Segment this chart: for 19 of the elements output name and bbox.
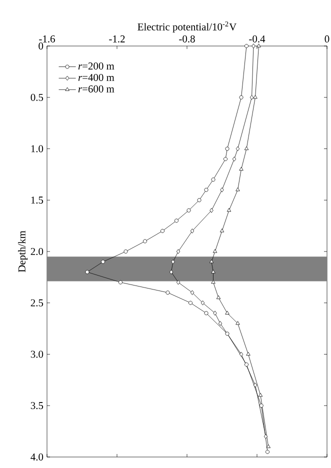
legend-label: r=200 m bbox=[78, 62, 114, 70]
x-tick-label: -0.8 bbox=[179, 35, 195, 42]
x-tick-label: 0 bbox=[324, 35, 330, 42]
y-tick-label: 1.5 bbox=[31, 196, 44, 204]
x-axis-title: Electric potential/10$^{-2}$V bbox=[138, 21, 237, 33]
y-tick-label: 2.0 bbox=[30, 248, 44, 256]
y-axis-title: Depth/km bbox=[18, 230, 28, 272]
x-tick-label: -0.4 bbox=[249, 35, 266, 42]
x-tick-label: -1.6 bbox=[39, 35, 55, 42]
y-tick-label: 0 bbox=[38, 42, 44, 50]
legend-label: r=600 m bbox=[78, 85, 114, 92]
x-tick-label: -1.2 bbox=[109, 35, 125, 42]
y-tick-label: 3.5 bbox=[30, 402, 44, 410]
y-tick-label: 2.5 bbox=[30, 299, 44, 306]
y-tick-label: 0.5 bbox=[30, 94, 44, 101]
y-tick-label: 1.0 bbox=[31, 145, 44, 152]
y-tick-label: 4.0 bbox=[30, 453, 44, 461]
legend-label: r=400 m bbox=[78, 74, 114, 82]
y-tick-label: 3.0 bbox=[30, 350, 44, 358]
